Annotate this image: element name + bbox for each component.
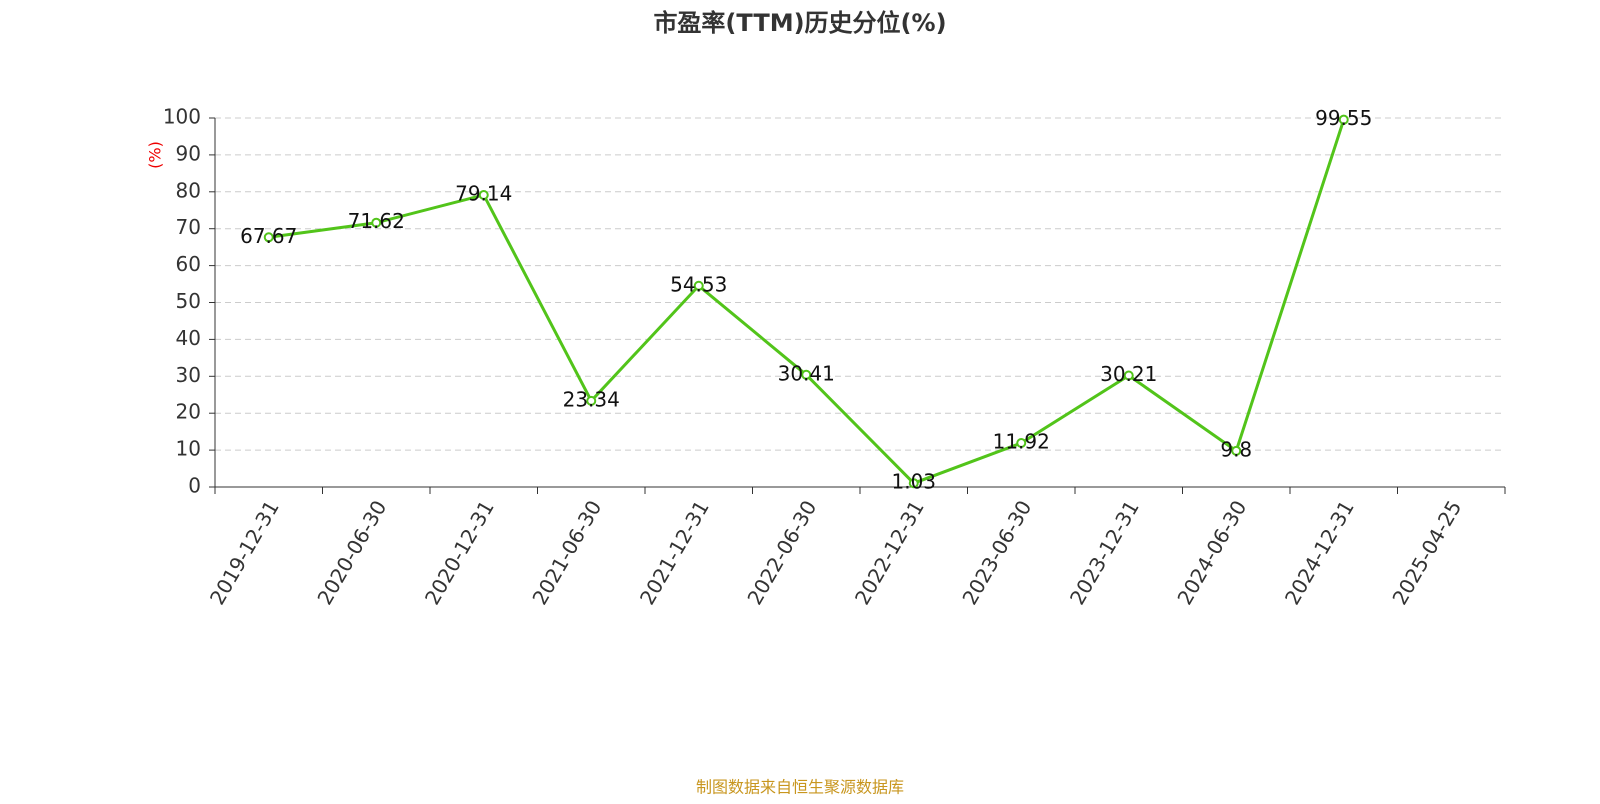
y-axis-label: (%) <box>146 141 165 169</box>
x-tick-label: 2023-06-30 <box>957 496 1036 609</box>
x-tick-label: 2024-06-30 <box>1172 496 1251 609</box>
y-tick-label: 100 <box>163 105 201 129</box>
point <box>586 395 597 406</box>
x-tick-label: 2022-12-31 <box>850 496 929 609</box>
x-tick-label: 2021-06-30 <box>527 496 606 609</box>
point <box>478 189 489 200</box>
data-label: 23.34 <box>563 387 620 411</box>
y-tick-label: 60 <box>176 252 201 276</box>
line <box>268 119 1346 485</box>
x-tick-label: 2025-04-25 <box>1387 496 1466 609</box>
data-label: 54.53 <box>670 272 727 296</box>
point <box>371 217 382 228</box>
x-tick-label: 2021-12-31 <box>635 496 714 609</box>
y-tick-label: 50 <box>176 289 201 313</box>
y-tick-label: 70 <box>176 215 201 239</box>
x-tick-label: 2020-12-31 <box>420 496 499 609</box>
x-tick-label: 2020-06-30 <box>312 496 391 609</box>
x-tick-label: 2023-12-31 <box>1065 496 1144 609</box>
data-label: 79.14 <box>455 181 512 205</box>
point <box>1123 370 1134 381</box>
x-tick-label: 2022-06-30 <box>742 496 821 609</box>
data-label: 9.8 <box>1220 437 1252 461</box>
point <box>1231 445 1242 456</box>
point <box>1016 438 1027 449</box>
y-tick-label: 40 <box>176 326 201 350</box>
y-tick-label: 0 <box>188 474 201 498</box>
point <box>908 478 919 489</box>
data-label: 1.03 <box>891 470 936 494</box>
data-label: 11.92 <box>993 430 1050 454</box>
data-label: 30.21 <box>1100 362 1157 386</box>
y-tick-label: 80 <box>176 178 201 202</box>
point <box>801 369 812 380</box>
point <box>1338 114 1349 125</box>
y-tick-label: 90 <box>176 141 201 165</box>
footer: 制图数据来自恒生聚源数据库 <box>696 778 904 797</box>
data-label: 99.55 <box>1315 106 1372 130</box>
x-tick-label: 2024-12-31 <box>1280 496 1359 609</box>
x-tick-label: 2019-12-31 <box>205 496 284 609</box>
data-label: 71.62 <box>348 209 405 233</box>
chart-title: 市盈率(TTM)历史分位(%) <box>653 9 946 37</box>
point <box>693 280 704 291</box>
data-label: 67.67 <box>240 224 297 248</box>
y-tick-label: 20 <box>176 400 201 424</box>
y-tick-label: 10 <box>176 437 201 461</box>
data-label: 30.41 <box>778 361 835 385</box>
y-tick-label: 30 <box>176 363 201 387</box>
point <box>263 232 274 243</box>
